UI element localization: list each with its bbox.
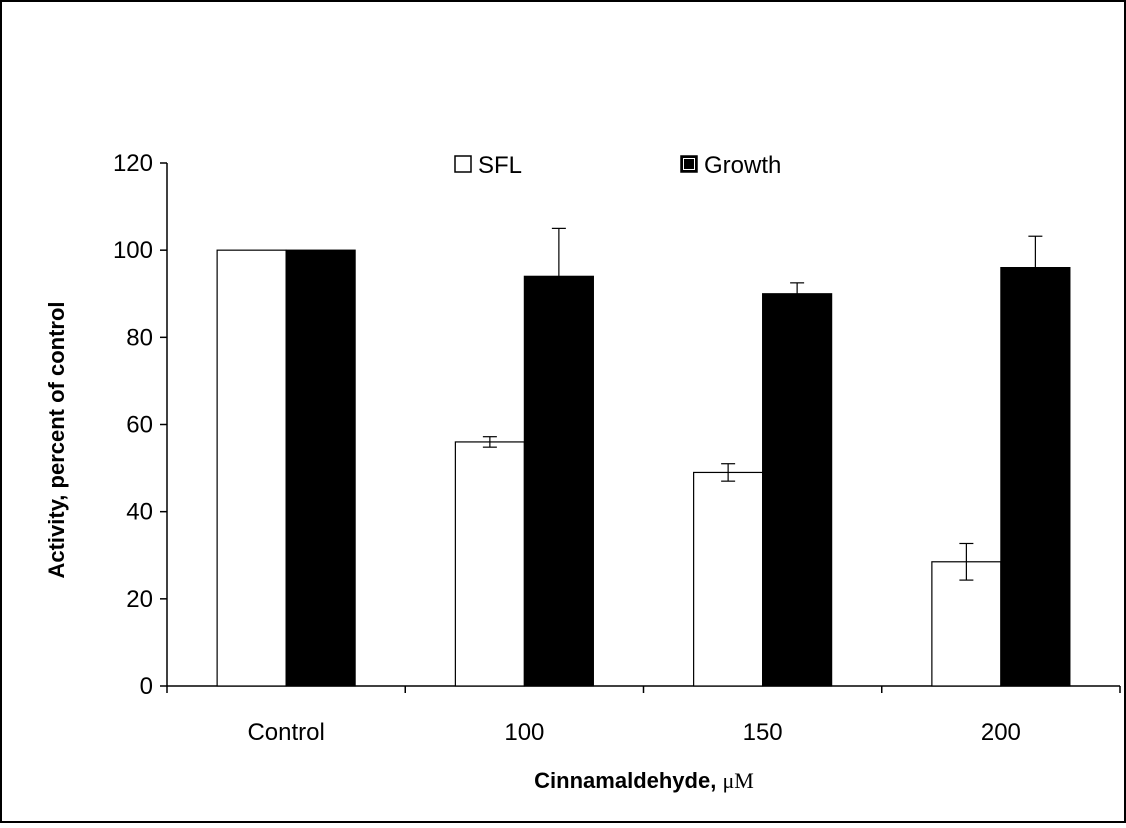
- bar-growth-150: [762, 293, 833, 687]
- bar-growth-control: [285, 249, 356, 687]
- x-tick-label: 200: [981, 719, 1021, 746]
- bar-growth-200: [1000, 267, 1071, 687]
- plot-area: 0 20 40 60 80 100 120 Control 100 150 200: [113, 150, 1121, 746]
- bar-sfl-200: [931, 561, 1002, 687]
- x-tick-label: Control: [247, 719, 324, 746]
- bar-growth-100: [523, 275, 594, 687]
- legend-label-growth: Growth: [704, 152, 781, 179]
- y-tick-label: 100: [113, 237, 153, 264]
- y-axis-label: Activity, percent of control: [44, 301, 69, 578]
- x-tick-label: 100: [504, 719, 544, 746]
- legend-label-sfl: SFL: [478, 152, 522, 179]
- y-tick-label: 120: [113, 150, 153, 177]
- bar-sfl-150: [693, 471, 764, 687]
- y-tick-label: 20: [126, 586, 153, 613]
- y-tick-label: 80: [126, 324, 153, 351]
- legend-swatch-sfl: [454, 155, 472, 173]
- legend-swatch-growth: [680, 155, 698, 173]
- x-axis-label-text: Cinnamaldehyde,: [534, 768, 716, 793]
- x-axis-label: Cinnamaldehyde, μM: [534, 768, 754, 793]
- legend: SFL Growth: [454, 152, 781, 179]
- bar-sfl-100: [454, 441, 525, 687]
- legend-swatch-growth-inner: [683, 158, 695, 170]
- y-tick-label: 40: [126, 499, 153, 526]
- y-tick-label: 0: [140, 673, 153, 700]
- x-tick-label: 150: [743, 719, 783, 746]
- x-axis-label-unit: μM: [722, 768, 753, 793]
- y-tick-label: 60: [126, 412, 153, 439]
- bar-sfl-control: [216, 249, 287, 687]
